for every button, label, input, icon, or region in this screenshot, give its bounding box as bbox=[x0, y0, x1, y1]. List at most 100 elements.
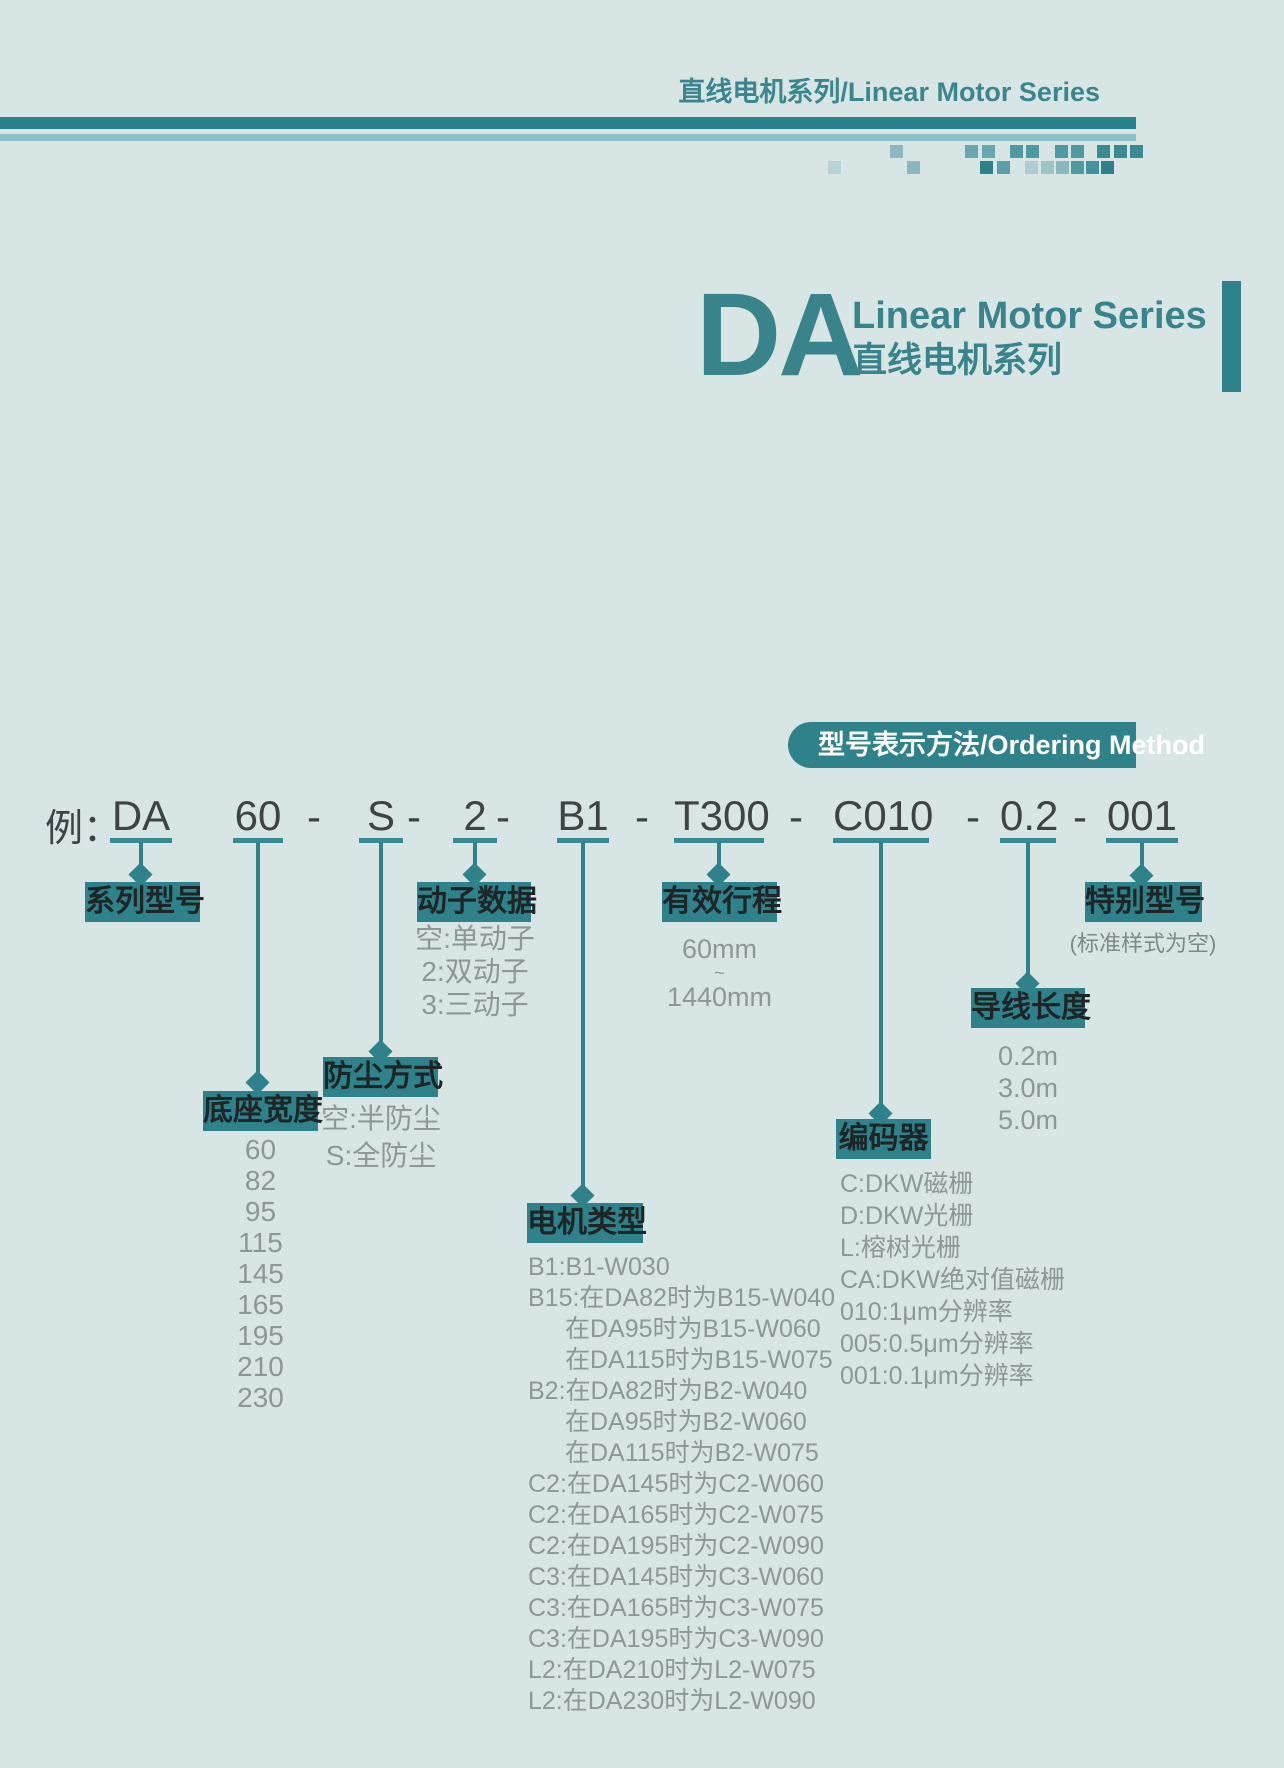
option-item: 空:半防尘 bbox=[321, 1103, 441, 1134]
option-item: S:全防尘 bbox=[325, 1140, 437, 1171]
connector-line bbox=[379, 842, 383, 1046]
option-item: 010:1μm分辨率 bbox=[840, 1298, 1013, 1326]
header-bar-dark bbox=[0, 117, 1136, 129]
series-code: DA bbox=[696, 269, 863, 401]
option-item: 60 bbox=[244, 1134, 277, 1165]
option-item: 2:双动子 bbox=[421, 956, 529, 987]
decor-mosaic-square bbox=[1101, 161, 1114, 174]
token-series: DA bbox=[110, 795, 172, 843]
token-underline bbox=[833, 838, 929, 843]
ordering-method-label: 型号表示方法/Ordering Method bbox=[818, 730, 1205, 760]
options-mover-data: 空:单动子 2:双动子 3:三动子 bbox=[415, 922, 535, 1021]
decor-mosaic-square bbox=[1055, 145, 1068, 158]
options-encoder: C:DKW磁栅 D:DKW光栅 L:榕树光栅 CA:DKW绝对值磁栅 010:1μm分辨… bbox=[840, 1168, 1065, 1392]
option-item: B2:在DA82时为B2-W040 bbox=[528, 1377, 808, 1405]
connector-line bbox=[256, 842, 260, 1076]
token-underline bbox=[557, 838, 609, 843]
connector-line bbox=[879, 842, 883, 1108]
option-item: 95 bbox=[244, 1196, 277, 1227]
connector-line bbox=[1026, 842, 1030, 978]
special-model-note: (标准样式为空) bbox=[1069, 931, 1217, 956]
option-item: 195 bbox=[237, 1320, 284, 1351]
option-item: 在DA95时为B2-W060 bbox=[565, 1408, 807, 1436]
connector-line bbox=[581, 842, 585, 1190]
decor-mosaic-square bbox=[1026, 145, 1039, 158]
decor-mosaic-square bbox=[965, 145, 978, 158]
token-motor-type: B1 bbox=[557, 795, 609, 843]
callout-label-special-model: 特别型号 bbox=[1085, 882, 1205, 922]
option-item: B15:在DA82时为B15-W040 bbox=[528, 1284, 836, 1312]
option-item: 001:0.1μm分辨率 bbox=[840, 1362, 1034, 1390]
decor-mosaic-square bbox=[1010, 145, 1023, 158]
decor-mosaic-square bbox=[982, 145, 995, 158]
decor-mosaic-square bbox=[1071, 145, 1084, 158]
option-item: C3:在DA165时为C3-W075 bbox=[528, 1594, 824, 1622]
callout-label-mover-data: 动子数据 bbox=[417, 882, 537, 922]
option-item: 3.0m bbox=[997, 1073, 1059, 1103]
token-separator: - bbox=[1073, 793, 1087, 840]
decor-mosaic-square bbox=[1114, 145, 1127, 158]
token-underline bbox=[1106, 838, 1178, 843]
decor-mosaic-square bbox=[828, 161, 841, 174]
options-cable-length: 0.2m 3.0m 5.0m bbox=[971, 1040, 1085, 1136]
token-encoder: C010 bbox=[833, 795, 933, 843]
callout-label-motor-type: 电机类型 bbox=[527, 1203, 647, 1243]
token-dust-proof: S bbox=[359, 795, 403, 843]
token-separator: - bbox=[496, 793, 510, 840]
option-item: 空:单动子 bbox=[415, 923, 535, 954]
callout-label-base-width: 底座宽度 bbox=[203, 1091, 323, 1131]
token-separator: - bbox=[635, 793, 649, 840]
option-item: 210 bbox=[237, 1351, 284, 1382]
option-item: C:DKW磁栅 bbox=[840, 1170, 974, 1198]
token-stroke: T300 bbox=[674, 795, 770, 843]
option-item: L2:在DA210时为L2-W075 bbox=[528, 1656, 816, 1684]
connector-line bbox=[473, 842, 477, 868]
decor-mosaic-square bbox=[1041, 161, 1054, 174]
decor-mosaic-square bbox=[1071, 161, 1084, 174]
option-item: 0.2m bbox=[997, 1041, 1059, 1071]
options-stroke: 60mm ~1440mm bbox=[662, 934, 777, 1012]
callout-label-encoder: 编码器 bbox=[836, 1119, 931, 1159]
token-underline bbox=[359, 838, 403, 843]
token-underline bbox=[1000, 838, 1056, 843]
option-item: L:榕树光栅 bbox=[840, 1234, 961, 1262]
option-item: C2:在DA145时为C2-W060 bbox=[528, 1470, 824, 1498]
option-item: L2:在DA230时为L2-W090 bbox=[528, 1687, 816, 1715]
series-title-en: Linear Motor Series bbox=[852, 295, 1207, 337]
token-special: 001 bbox=[1106, 795, 1178, 843]
option-item: C3:在DA195时为C3-W090 bbox=[528, 1625, 824, 1653]
option-item: C2:在DA165时为C2-W075 bbox=[528, 1501, 824, 1529]
token-underline bbox=[674, 838, 764, 843]
option-item: C3:在DA145时为C3-W060 bbox=[528, 1563, 824, 1591]
option-item: 82 bbox=[244, 1165, 277, 1196]
decor-mosaic-square bbox=[907, 161, 920, 174]
option-item: 230 bbox=[237, 1382, 284, 1413]
connector-line bbox=[1140, 842, 1144, 869]
option-item: ~ bbox=[714, 963, 725, 983]
decor-mosaic-square bbox=[1025, 161, 1038, 174]
option-item: 145 bbox=[237, 1258, 284, 1289]
option-item: 165 bbox=[237, 1289, 284, 1320]
token-underline bbox=[453, 838, 497, 843]
option-item: 1440mm bbox=[666, 982, 773, 1012]
callout-label-stroke: 有效行程 bbox=[662, 882, 782, 922]
token-separator: - bbox=[407, 793, 421, 840]
option-item: 在DA95时为B15-W060 bbox=[565, 1315, 821, 1343]
options-motor-type: B1:B1-W030 B15:在DA82时为B15-W040 在DA95时为B15-… bbox=[528, 1252, 835, 1717]
option-item: D:DKW光栅 bbox=[840, 1202, 974, 1230]
callout-label-dust-proof: 防尘方式 bbox=[323, 1057, 443, 1097]
token-cable-length: 0.2 bbox=[1000, 795, 1058, 843]
decor-mosaic-square bbox=[1097, 145, 1110, 158]
decor-mosaic-square bbox=[1086, 161, 1099, 174]
option-item: 5.0m bbox=[997, 1105, 1059, 1135]
token-mover: 2 bbox=[453, 795, 497, 843]
option-item: B1:B1-W030 bbox=[528, 1253, 670, 1281]
token-underline bbox=[110, 838, 172, 843]
series-title-cn: 直线电机系列 bbox=[852, 341, 1063, 380]
option-item: 115 bbox=[238, 1227, 283, 1258]
option-item: 60mm bbox=[681, 934, 757, 964]
option-item: 在DA115时为B15-W075 bbox=[565, 1346, 833, 1374]
options-base-width: 60 82 95 115 145 165 195 210 230 bbox=[203, 1134, 318, 1413]
option-item: 3:三动子 bbox=[421, 989, 529, 1020]
